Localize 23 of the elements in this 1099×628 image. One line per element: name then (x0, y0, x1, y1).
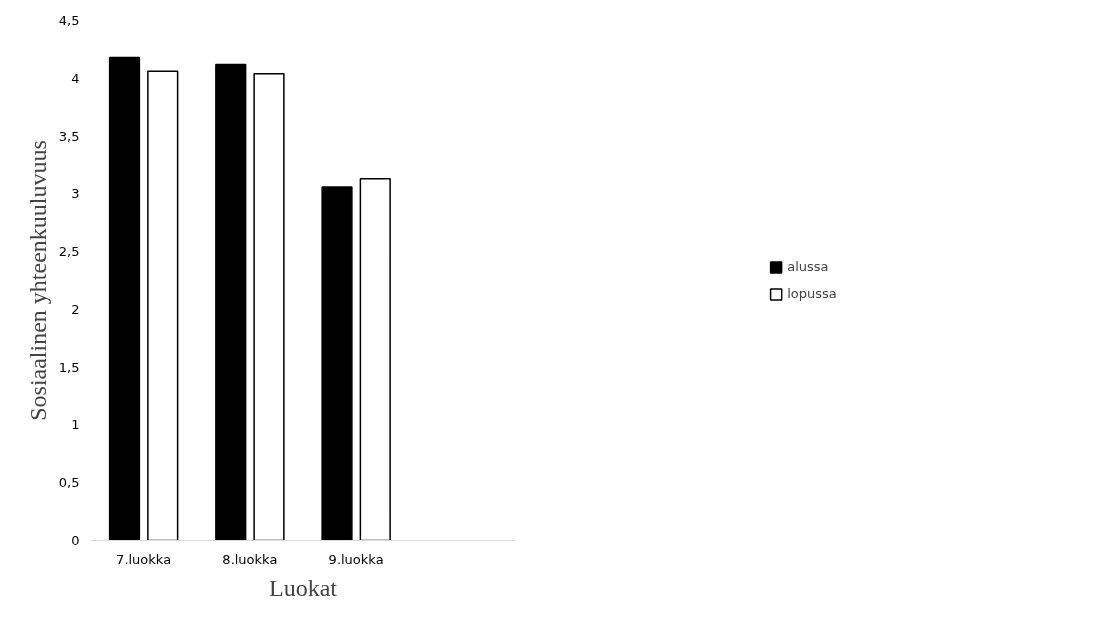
bar (253, 72, 285, 541)
legend-label: lopussa (787, 286, 837, 301)
y-tick-label: 0,5 (58, 475, 80, 491)
y-tick-label: 0 (71, 533, 80, 548)
bar (321, 186, 353, 541)
x-tick-label: 9.luokka (328, 551, 384, 567)
y-axis-title: Sosiaalinen yhteenkuuluvuus (24, 140, 51, 421)
x-tick-label: 8.luokka (222, 551, 278, 567)
y-tick-label: 2 (71, 301, 80, 317)
y-tick-label: 4 (71, 70, 80, 86)
y-tick-label: 1 (71, 417, 80, 433)
y-tick-label: 4,5 (58, 13, 80, 28)
y-tick-label: 2,5 (58, 244, 80, 260)
x-axis-title: Luokat (269, 574, 338, 601)
bar (108, 56, 141, 541)
y-tick-label: 3 (71, 186, 80, 202)
bar (359, 178, 391, 541)
bar (215, 63, 247, 541)
x-tick-label: 7.luokka (116, 551, 172, 567)
legend-label: alussa (787, 259, 829, 274)
bar (147, 70, 179, 541)
y-tick-label: 3,5 (58, 128, 80, 144)
y-tick-label: 1,5 (58, 359, 80, 375)
